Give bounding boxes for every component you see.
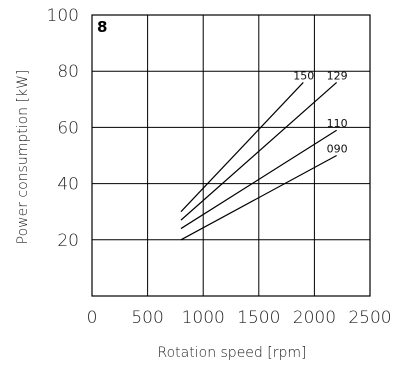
y-tick-label: 40 — [57, 175, 79, 195]
y-tick-label: 80 — [57, 62, 79, 82]
x-axis-ticks: 0 500 1000 1500 2000 2500 — [87, 308, 392, 328]
series-line-110 — [180, 129, 337, 230]
series-line-150 — [180, 82, 304, 213]
x-tick-label: 0 — [87, 308, 98, 328]
x-tick-label: 1000 — [182, 308, 225, 328]
y-tick-label: 60 — [57, 118, 79, 138]
grid — [92, 15, 370, 296]
y-axis-label: Power consumption [kW] — [15, 70, 31, 245]
series-label-129: 129 — [327, 69, 348, 82]
plot-frame — [91, 14, 371, 297]
series-lines — [180, 81, 338, 241]
series-labels: 150 129 110 090 — [293, 69, 347, 155]
series-label-090: 090 — [327, 143, 348, 156]
y-tick-label: 100 — [47, 6, 79, 26]
y-tick-label: 20 — [57, 231, 79, 251]
x-tick-label: 1500 — [237, 308, 280, 328]
series-label-150: 150 — [293, 69, 314, 82]
x-tick-label: 2500 — [348, 308, 391, 328]
panel-label: 8 — [97, 18, 107, 36]
series-line-090 — [180, 154, 337, 241]
x-tick-label: 2000 — [293, 308, 336, 328]
x-axis-label: Rotation speed [rpm] — [158, 345, 307, 361]
series-label-110: 110 — [327, 117, 348, 130]
series-line-129 — [180, 81, 338, 221]
y-axis-ticks: 20 40 60 80 100 — [47, 6, 79, 251]
x-tick-label: 500 — [131, 308, 163, 328]
